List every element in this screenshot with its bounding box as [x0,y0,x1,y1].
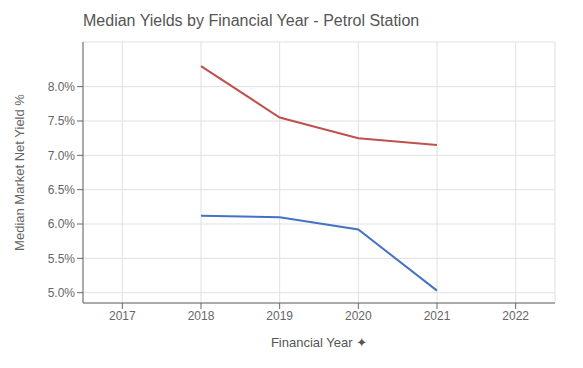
svg-text:6.5%: 6.5% [48,183,76,197]
svg-text:Median Market Net Yield %: Median Market Net Yield % [12,94,27,251]
svg-text:2021: 2021 [424,309,451,323]
svg-text:2020: 2020 [345,309,372,323]
svg-text:7.5%: 7.5% [48,114,76,128]
svg-text:2018: 2018 [188,309,215,323]
svg-text:8.0%: 8.0% [48,80,76,94]
svg-text:5.5%: 5.5% [48,252,76,266]
svg-text:Financial Year ✦: Financial Year ✦ [271,335,367,350]
svg-text:2019: 2019 [266,309,293,323]
svg-text:7.0%: 7.0% [48,149,76,163]
html-text:Median Yields by Financial Yea: Median Yields by Financial Year - Petrol… [83,12,420,29]
svg-text:2017: 2017 [109,309,136,323]
svg-text:2022: 2022 [502,309,529,323]
svg-text:5.0%: 5.0% [48,286,76,300]
svg-text:6.0%: 6.0% [48,217,76,231]
